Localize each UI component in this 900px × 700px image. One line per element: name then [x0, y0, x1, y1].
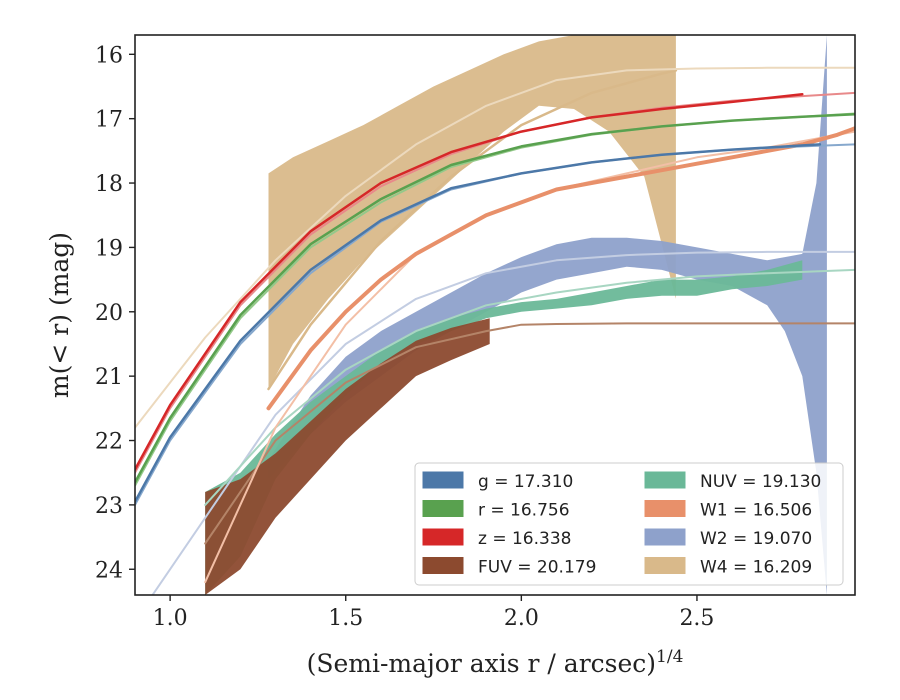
band-z-line: [135, 92, 804, 471]
y-axis: 16 17 18 19 20 21 22 23 24: [95, 43, 135, 583]
legend-swatch-w4: [644, 557, 686, 574]
band-w4-line: [135, 66, 855, 429]
legend-label-g: g = 17.310: [478, 472, 573, 492]
legend-swatch-w2: [644, 528, 686, 546]
legend-box: [414, 462, 844, 586]
y-tick-label: 16: [95, 43, 123, 68]
band-w4-area: [268, 35, 676, 389]
x-tick-label: 2.5: [679, 606, 714, 631]
legend-label-w4: W4 = 16.209: [700, 558, 812, 578]
x-tick-label: 2.0: [504, 606, 539, 631]
band-g-line: [135, 143, 822, 503]
legend-label-z: z = 16.338: [478, 529, 571, 549]
band-fuv-area: [205, 318, 490, 595]
band-fuv-line: [204, 322, 855, 545]
y-tick-label: 20: [95, 301, 123, 326]
x-axis-label: (Semi-major axis r / arcsec)1/4: [307, 647, 684, 678]
y-tick-label: 18: [95, 172, 123, 197]
band-g-line: [135, 143, 855, 506]
y-tick-label: 19: [95, 236, 123, 261]
band-r-line: [135, 112, 855, 484]
y-axis-label: m(< r) (mag): [45, 232, 74, 398]
x-tick-label: 1.5: [328, 606, 363, 631]
y-tick-label: 21: [95, 365, 123, 390]
legend: g = 17.310 r = 16.756 z = 16.338 FUV = 20.1…: [414, 462, 844, 586]
legend-swatch-r: [422, 500, 464, 517]
legend-swatch-g: [422, 471, 464, 489]
x-tick-label: 1.0: [153, 606, 188, 631]
legend-swatch-fuv: [422, 557, 464, 574]
y-tick-label: 24: [95, 558, 123, 583]
band-w1-line: [266, 126, 855, 411]
plot-frame: [134, 34, 856, 596]
x-axis: 1.0 1.5 2.0 2.5: [153, 595, 714, 631]
legend-swatch-nuv: [644, 471, 686, 489]
legend-label-fuv: FUV = 20.179: [478, 558, 596, 578]
legend-label-nuv: NUV = 19.130: [700, 472, 821, 492]
band-w4-line: [267, 69, 678, 391]
legend-swatch-w1: [644, 500, 686, 517]
y-tick-label: 17: [95, 108, 123, 133]
legend-label-w1: W1 = 16.506: [700, 501, 812, 521]
plot-area: [135, 35, 855, 595]
y-tick-label: 22: [95, 430, 123, 455]
band-w2-line: [151, 250, 855, 595]
legend-label-r: r = 16.756: [478, 501, 570, 521]
band-nuv-line: [204, 268, 855, 506]
y-tick-label: 23: [95, 494, 123, 519]
legend-label-w2: W2 = 19.070: [700, 529, 812, 549]
legend-swatch-z: [422, 528, 464, 546]
